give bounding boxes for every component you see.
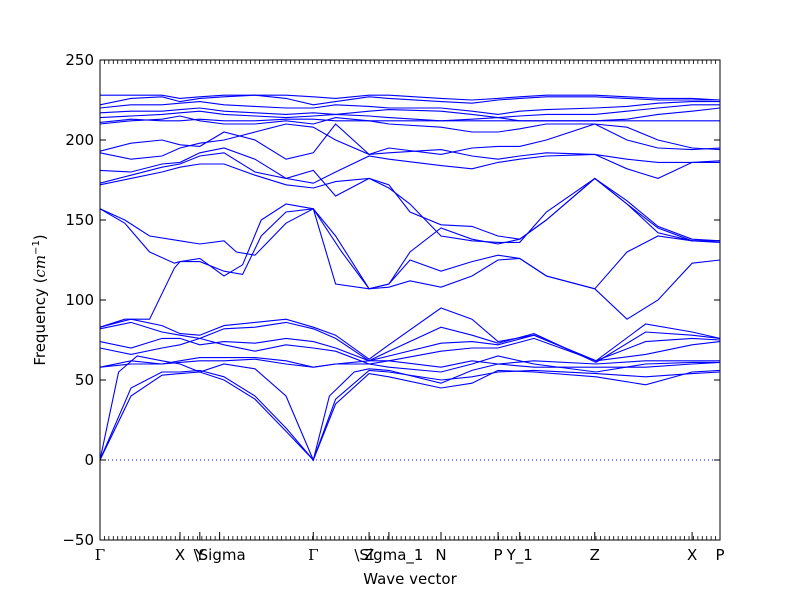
band-line-21 <box>99 104 720 119</box>
y-tick-label: 0 <box>84 451 94 469</box>
y-tick-label: 100 <box>65 291 94 309</box>
y-axis-label: Frequency (cm−1) <box>31 234 49 365</box>
band-line-22 <box>99 101 720 115</box>
ticks-layer <box>99 59 721 541</box>
x-tick-label: Z <box>590 546 600 564</box>
x-tick-label: Z <box>364 546 374 564</box>
band-line-18 <box>99 115 721 151</box>
band-line-10 <box>99 203 721 328</box>
x-tick-label: P <box>494 546 503 564</box>
band-line-3 <box>99 355 721 462</box>
band-line-11 <box>99 208 721 290</box>
x-tick-labels: Γ X Y\Sigma Γ Z\Sigma_1 N P Y_1 Z X P <box>95 546 725 565</box>
band-line-20 <box>99 107 721 122</box>
band-line-8 <box>99 321 721 364</box>
x-tick-label: X <box>687 546 697 564</box>
band-line-2 <box>99 369 721 462</box>
y-tick-label: −50 <box>62 531 94 549</box>
band-line-14 <box>99 152 721 242</box>
y-tick-label: 50 <box>75 371 94 389</box>
band-line-15 <box>99 147 720 184</box>
band-line-19 <box>99 118 720 123</box>
band-line-1 <box>99 369 721 462</box>
band-line-23 <box>99 94 720 106</box>
x-tick-label: Y_1 <box>506 546 533 565</box>
y-tick-labels: −50 0 50 100 150 200 250 <box>62 51 94 549</box>
x-tick-label: Γ <box>95 546 105 564</box>
band-line-16 <box>99 123 721 179</box>
band-line-24 <box>100 94 721 101</box>
y-tick-label: 200 <box>65 131 94 149</box>
y-tick-label: 150 <box>65 211 94 229</box>
x-tick-label: Γ <box>308 546 318 564</box>
band-line-4 <box>99 355 720 373</box>
x-tick-label: Y <box>194 546 205 564</box>
y-tick-label: 250 <box>65 51 94 69</box>
x-tick-label: \Sigma <box>194 546 246 564</box>
x-axis-label: Wave vector <box>363 570 457 588</box>
bands-layer <box>99 94 721 462</box>
x-tick-label: P <box>715 546 724 564</box>
x-tick-label: X <box>175 546 185 564</box>
plot-area-frame <box>99 59 721 541</box>
x-tick-label: \Sigma_1 <box>354 546 423 565</box>
band-line-17 <box>99 123 721 160</box>
band-line-5 <box>99 357 720 368</box>
band-line-12 <box>99 177 720 290</box>
x-tick-label: N <box>435 546 446 564</box>
band-line-9 <box>99 307 721 362</box>
band-line-13 <box>99 163 720 243</box>
